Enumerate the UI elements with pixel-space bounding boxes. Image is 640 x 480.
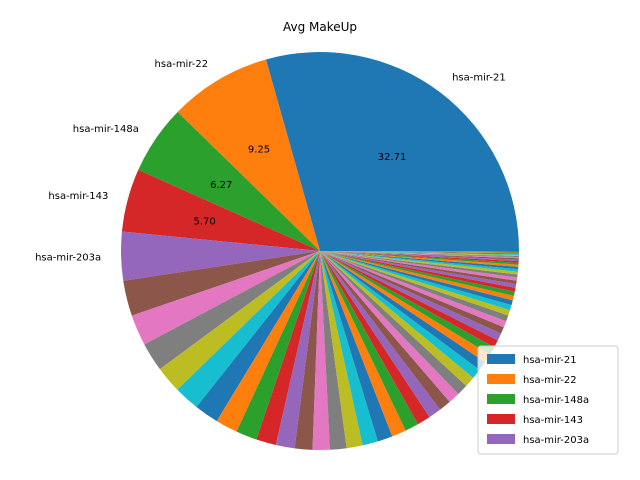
pie-slice-minor <box>320 251 393 442</box>
pie-slice-minor <box>320 251 406 437</box>
pie-slice-minor <box>123 251 320 316</box>
pie-slice-minor <box>320 251 507 328</box>
legend-label: hsa-mir-203a <box>523 435 589 446</box>
pie-slice-minor <box>320 251 378 446</box>
legend-label: hsa-mir-22 <box>523 375 577 386</box>
chart-title: Avg MakeUp <box>283 20 357 34</box>
pie-slice-minor <box>320 251 518 278</box>
legend-swatch <box>487 374 515 384</box>
pie-slice-minor <box>320 251 519 256</box>
pie-slice-minor <box>294 251 320 450</box>
pie-slice-minor <box>196 251 320 422</box>
pie-slice-minor <box>320 251 519 270</box>
pie-slice-minor <box>320 251 519 262</box>
value-label: 6.27 <box>210 180 232 191</box>
pie-slice-minor <box>320 251 519 254</box>
pie-slice-hsa-mir-22 <box>177 59 320 252</box>
legend-swatch <box>487 354 515 364</box>
pie-slice-minor <box>275 251 320 449</box>
legend-swatch <box>487 394 515 404</box>
slice-label: hsa-mir-203a <box>35 253 101 264</box>
slice-label: hsa-mir-148a <box>73 124 139 135</box>
pie-slice-minor <box>131 251 320 345</box>
pie-slice-minor <box>320 251 502 341</box>
pie-slice-minor <box>159 251 320 390</box>
pie-slice-minor <box>320 251 363 449</box>
pie-slice-minor <box>320 251 490 363</box>
pie-slice-minor <box>320 251 518 275</box>
pie-slice-minor <box>320 251 517 288</box>
pie-slice-hsa-mir-148a <box>138 111 320 252</box>
pie-slice-minor <box>320 251 519 263</box>
pie-slice-minor <box>320 251 459 402</box>
pie-slice-minor <box>320 251 519 260</box>
pie-slice-hsa-mir-21 <box>265 52 519 251</box>
pie-slice-minor <box>320 251 519 265</box>
pie-slice-minor <box>312 251 330 450</box>
pie-slice-minor <box>320 251 419 431</box>
value-label: 32.71 <box>378 152 407 163</box>
legend: hsa-mir-21 hsa-mir-22 hsa-mir-148a hsa-mir-… <box>477 345 619 455</box>
pie-slice-minor <box>144 251 320 370</box>
pie-slice-minor <box>320 251 509 322</box>
legend-swatch <box>487 414 515 424</box>
pie-slice-minor <box>236 251 320 440</box>
pie-slice-minor <box>320 251 498 348</box>
pie-labels: hsa-mir-21 32.71 hsa-mir-22 9.25 hsa-mir-148… <box>35 59 506 264</box>
pie-slice-minor <box>320 251 519 272</box>
pie-slice-minor <box>320 251 519 255</box>
slice-label: hsa-mir-22 <box>155 59 209 70</box>
pie-slice-hsa-mir-143 <box>121 169 321 251</box>
pie-slice-minor <box>320 251 519 253</box>
pie-slice-minor <box>320 251 480 378</box>
pie-slice-minor <box>320 251 510 316</box>
pie-slice-minor <box>320 251 513 306</box>
pie-slice-minor <box>320 251 495 355</box>
pie-slice-minor <box>320 251 504 334</box>
pie-slice-minor <box>320 251 347 450</box>
pie-slices <box>121 52 519 450</box>
pie-slice-minor <box>320 251 517 285</box>
pie-slice-minor <box>320 251 516 292</box>
pie-slice-minor <box>320 251 512 311</box>
pie-slice-minor <box>216 251 320 432</box>
pie-slice-minor <box>320 251 474 386</box>
legend-box <box>477 345 619 455</box>
pie-slice-minor <box>320 251 518 281</box>
pie-slice-minor <box>320 251 519 255</box>
pie-slice-minor <box>320 251 450 410</box>
legend-swatch <box>487 434 515 444</box>
pie-slice-minor <box>320 251 519 253</box>
legend-label: hsa-mir-21 <box>523 355 577 366</box>
slice-label: hsa-mir-21 <box>452 72 506 83</box>
pie-slice-minor <box>320 251 467 394</box>
pie-slice-minor <box>320 251 486 370</box>
pie-slice-minor <box>320 251 515 296</box>
value-label: 5.70 <box>193 216 215 227</box>
pie-slice-minor <box>320 251 519 259</box>
legend-label: hsa-mir-143 <box>523 415 583 426</box>
pie-slice-minor <box>320 251 430 425</box>
pie-slice-minor <box>256 251 320 446</box>
legend-label: hsa-mir-148a <box>523 395 589 406</box>
pie-slice-hsa-mir-203a <box>121 231 321 281</box>
pie-slice-minor <box>320 251 519 267</box>
pie-slice-minor <box>320 251 514 301</box>
pie-slice-minor <box>177 251 320 408</box>
slice-label: hsa-mir-143 <box>48 191 108 202</box>
pie-slice-minor <box>320 251 519 258</box>
pie-slice-minor <box>320 251 441 418</box>
value-label: 9.25 <box>248 144 270 155</box>
